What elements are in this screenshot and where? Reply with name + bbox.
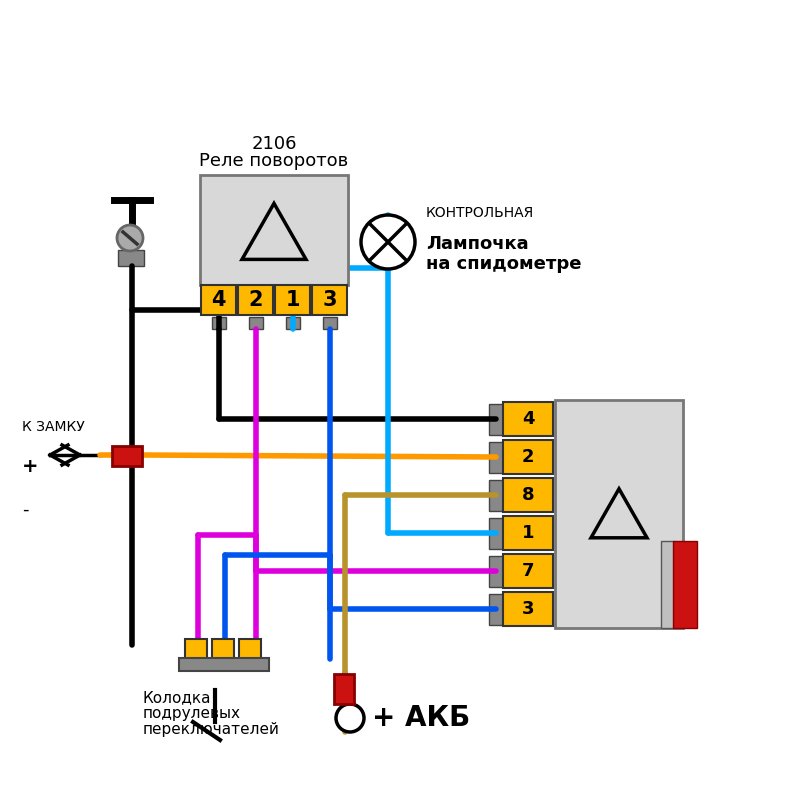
Bar xyxy=(489,480,503,510)
Text: + АКБ: + АКБ xyxy=(372,704,470,732)
Bar xyxy=(275,285,310,315)
Bar xyxy=(312,285,347,315)
Bar xyxy=(334,674,354,704)
Text: 1: 1 xyxy=(285,290,300,310)
Bar xyxy=(489,556,503,586)
Bar xyxy=(112,446,142,466)
Bar xyxy=(503,402,553,436)
Bar xyxy=(249,317,262,329)
Text: К ЗАМКУ: К ЗАМКУ xyxy=(22,420,85,434)
Bar xyxy=(286,317,300,329)
Bar xyxy=(212,639,234,659)
Bar xyxy=(555,400,683,628)
Text: подрулевых: подрулевых xyxy=(143,706,241,721)
Circle shape xyxy=(336,704,364,732)
Bar xyxy=(503,554,553,588)
Bar xyxy=(489,403,503,435)
Text: Лампочка: Лампочка xyxy=(426,235,528,253)
Bar xyxy=(323,317,337,329)
Text: -: - xyxy=(22,501,28,519)
Bar xyxy=(238,285,273,315)
Bar xyxy=(489,517,503,549)
Bar xyxy=(211,317,225,329)
Bar xyxy=(200,175,348,285)
Bar xyxy=(239,639,261,659)
Text: КОНТРОЛЬНАЯ: КОНТРОЛЬНАЯ xyxy=(426,206,535,220)
Bar xyxy=(503,478,553,512)
Text: 8: 8 xyxy=(522,486,535,504)
Bar xyxy=(185,639,207,659)
Circle shape xyxy=(361,215,415,269)
Text: 3: 3 xyxy=(522,600,535,618)
Text: Колодка: Колодка xyxy=(143,690,211,705)
Text: 7: 7 xyxy=(522,562,535,580)
Text: +: + xyxy=(22,458,38,476)
Bar xyxy=(489,593,503,625)
Bar xyxy=(201,285,236,315)
Circle shape xyxy=(117,225,143,251)
Bar xyxy=(661,542,674,628)
Bar xyxy=(118,250,144,266)
Text: 2: 2 xyxy=(522,448,535,466)
Text: 2106: 2106 xyxy=(251,135,297,153)
Text: 2: 2 xyxy=(248,290,263,310)
Bar xyxy=(503,516,553,550)
Text: 4: 4 xyxy=(211,290,226,310)
Text: 3: 3 xyxy=(323,290,337,310)
Bar xyxy=(673,542,697,628)
Text: 4: 4 xyxy=(522,410,535,428)
Bar xyxy=(503,440,553,474)
Bar xyxy=(489,441,503,473)
Text: 1: 1 xyxy=(522,524,535,542)
Bar xyxy=(503,592,553,626)
Bar xyxy=(179,658,269,671)
Text: на спидометре: на спидометре xyxy=(426,255,582,273)
Text: Реле поворотов: Реле поворотов xyxy=(199,152,349,170)
Text: переключателей: переключателей xyxy=(143,722,280,737)
